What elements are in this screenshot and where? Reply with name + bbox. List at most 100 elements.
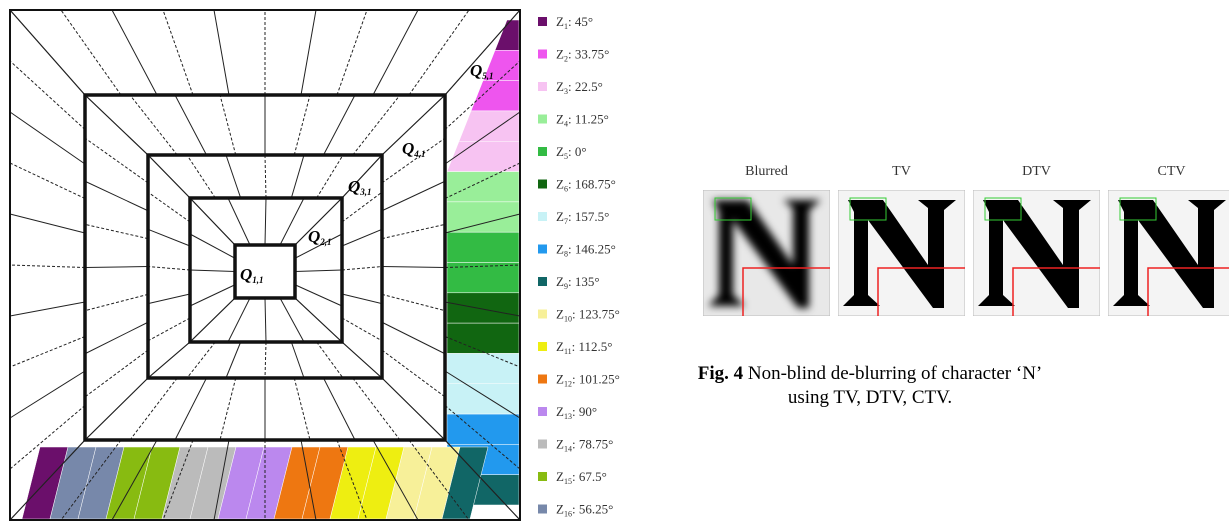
radial-line <box>294 269 343 272</box>
radial-line <box>111 439 158 521</box>
radial-line <box>9 111 86 165</box>
legend-entry: Z2: 33.75° <box>556 47 609 64</box>
radial-line <box>444 264 521 268</box>
radial-line <box>189 269 236 272</box>
radial-line <box>293 377 311 441</box>
radial-line <box>111 9 158 96</box>
radial-line <box>129 94 178 156</box>
legend-sub: 4 <box>564 120 568 129</box>
radial-line <box>84 293 149 312</box>
radial-line <box>186 341 216 379</box>
legend-swatch <box>538 309 547 319</box>
radial-line <box>300 9 317 96</box>
region-label: Q2,1 <box>308 227 332 247</box>
legend-sep: : <box>572 307 579 322</box>
region-label: Q4,1 <box>402 139 426 159</box>
radial-line <box>84 266 149 268</box>
radial-line <box>129 377 178 441</box>
legend-sub: 1 <box>564 22 568 31</box>
radial-line <box>60 439 122 521</box>
legend-angle: 123.75° <box>579 307 620 322</box>
radial-line <box>162 9 194 96</box>
panel <box>703 190 830 316</box>
region-sub: 5,1 <box>482 71 493 81</box>
radial-line <box>9 439 86 521</box>
legend-sep: : <box>568 14 575 29</box>
radial-line <box>9 60 86 130</box>
region-label: Q1,1 <box>240 265 264 285</box>
radial-line <box>264 197 267 246</box>
zoom-box-red <box>742 267 830 316</box>
region-sub: 2,1 <box>319 237 331 247</box>
radial-line <box>316 341 344 379</box>
radial-line <box>316 154 344 199</box>
legend-sub: 13 <box>564 412 572 421</box>
legend-swatch <box>538 374 547 384</box>
zoom-box-green <box>1119 197 1157 221</box>
letter-n <box>708 200 821 308</box>
radial-line <box>290 341 305 379</box>
legend-name: Z <box>556 144 564 159</box>
legend-swatch <box>538 17 547 26</box>
radial-line <box>189 233 236 259</box>
radial-line <box>227 197 251 246</box>
legend-swatch <box>538 114 547 124</box>
radial-line <box>444 213 521 234</box>
legend-name: Z <box>556 47 564 62</box>
radial-line <box>372 9 419 96</box>
legend-name: Z <box>556 339 564 354</box>
legend-sub: 6 <box>564 185 568 194</box>
legend-angle: 33.75° <box>575 47 609 62</box>
legend-entry: Z3: 22.5° <box>556 79 603 96</box>
region-label: Q3,1 <box>348 177 372 197</box>
legend-sep: : <box>572 437 579 452</box>
legend-entry: Z16: 56.25° <box>556 502 613 519</box>
legend-sub: 16 <box>564 510 572 519</box>
legend-sep: : <box>572 372 579 387</box>
caption-text: Non-blind de-blurring of character ‘N’ u… <box>747 363 1043 408</box>
legend-entry: Z11: 112.5° <box>556 339 613 356</box>
legend-angle: 56.25° <box>579 502 613 517</box>
radial-line <box>444 162 521 199</box>
radial-line <box>294 233 343 259</box>
radial-line <box>189 297 236 343</box>
legend-swatch <box>538 277 547 286</box>
caption-label: Fig. 4 <box>697 363 744 384</box>
radial-line <box>213 9 230 96</box>
color-strip <box>458 110 520 142</box>
radial-line <box>227 297 251 343</box>
legend-name: Z <box>556 274 564 289</box>
panel <box>838 190 965 316</box>
zoom-box-red <box>1147 267 1229 316</box>
radial-line <box>219 94 237 156</box>
caption: Fig. 4 Non-blind de-blurring of characte… <box>690 362 1050 410</box>
radial-line <box>147 266 191 271</box>
radial-line <box>84 180 149 212</box>
letter-n <box>978 200 1091 308</box>
legend-name: Z <box>556 307 564 322</box>
color-strip <box>446 383 520 415</box>
radial-line <box>444 439 521 521</box>
radial-line <box>444 301 521 317</box>
legend-entry: Z14: 78.75° <box>556 437 613 454</box>
legend-swatch <box>538 82 547 91</box>
radial-line <box>381 377 446 441</box>
radial-line <box>381 94 446 156</box>
legend-swatch <box>538 147 547 156</box>
region-name: Q <box>348 177 360 196</box>
legend-name: Z <box>556 437 564 452</box>
square <box>9 9 521 521</box>
legend-sub: 15 <box>564 477 572 486</box>
radial-line <box>290 154 305 199</box>
legend-entry: Z1: 45° <box>556 14 593 31</box>
color-strip <box>446 292 520 324</box>
radial-line <box>147 317 191 342</box>
square <box>188 196 344 344</box>
legend-sub: 3 <box>564 87 568 96</box>
radial-line <box>408 439 470 521</box>
legend-sub: 9 <box>564 282 568 291</box>
radial-line <box>84 137 149 184</box>
legend-swatch <box>538 472 547 481</box>
radial-line <box>444 336 521 368</box>
legend-swatch <box>538 49 547 59</box>
